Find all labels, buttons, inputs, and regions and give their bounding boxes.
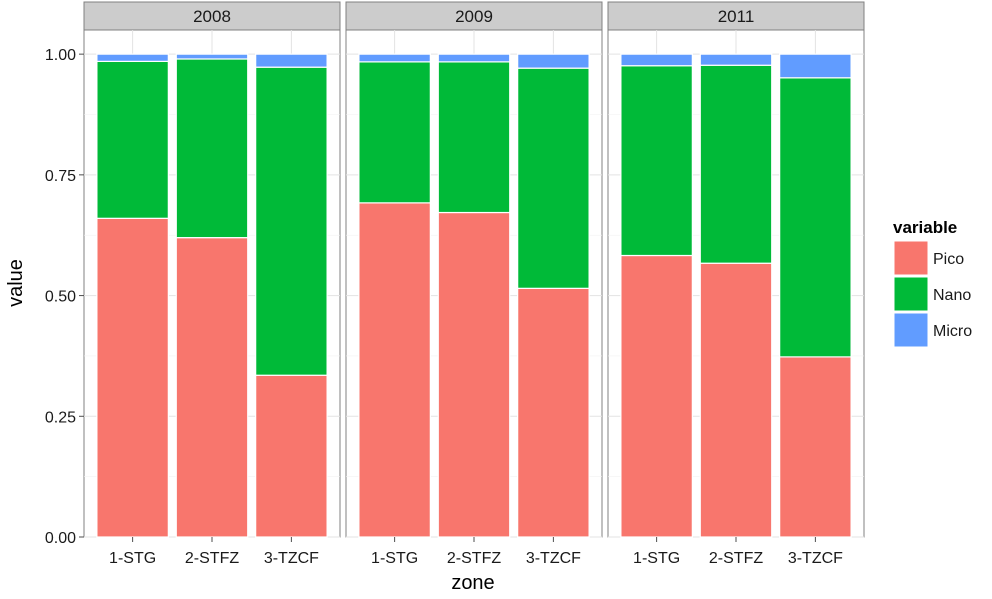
bars xyxy=(358,53,590,538)
bar-pico-3-TZCF xyxy=(255,374,328,538)
legend-label-micro: Micro xyxy=(933,323,972,340)
y-tick-label: 0.50 xyxy=(45,289,76,306)
legend-key-nano xyxy=(893,276,929,312)
legend-title: variable xyxy=(893,218,957,237)
facet-panel-2011: 2011 1-STG 2-STFZ 3-TZCF xyxy=(607,1,865,567)
bar-nano-1-STG xyxy=(96,60,169,219)
facet-strip xyxy=(607,1,865,31)
bar-nano-1-STG xyxy=(358,61,431,204)
bar-pico-1-STG xyxy=(96,217,169,538)
bars xyxy=(620,53,852,538)
y-tick-label: 0.75 xyxy=(45,168,76,185)
y-tick-label: 0.00 xyxy=(45,530,76,547)
x-tick-label: 3-TZCF xyxy=(526,550,581,567)
bar-micro-1-STG xyxy=(620,53,693,67)
bar-pico-3-TZCF xyxy=(779,356,852,538)
bar-pico-1-STG xyxy=(358,202,431,538)
y-axis-title: value xyxy=(5,259,27,307)
facet-strip xyxy=(83,1,341,31)
bar-micro-2-STFZ xyxy=(437,53,511,63)
legend-key-micro xyxy=(893,312,929,348)
y-axis: 0.00 0.25 0.50 0.75 1.00 xyxy=(45,47,84,547)
x-tick-label: 3-TZCF xyxy=(264,550,319,567)
facet-strip-label: 2008 xyxy=(193,7,231,26)
bar-pico-1-STG xyxy=(620,254,693,538)
legend-label-pico: Pico xyxy=(933,251,964,268)
facet-strip-label: 2011 xyxy=(718,7,755,26)
bar-micro-3-TZCF xyxy=(779,53,852,79)
x-tick-label: 2-STFZ xyxy=(709,550,763,567)
bar-pico-2-STFZ xyxy=(699,262,773,538)
x-tick-label: 1-STG xyxy=(633,550,680,567)
facet-strip-label: 2009 xyxy=(455,7,493,26)
bar-nano-2-STFZ xyxy=(699,64,773,264)
facet-panel-2008: 2008 1-STG 2-STFZ 3-TZCF xyxy=(83,1,341,567)
x-tick-label: 1-STG xyxy=(371,550,418,567)
bar-pico-2-STFZ xyxy=(437,211,511,538)
bar-micro-1-STG xyxy=(358,53,431,63)
bar-micro-3-TZCF xyxy=(517,53,590,69)
bar-nano-1-STG xyxy=(620,65,693,257)
legend: variable Pico Nano Micro xyxy=(892,218,972,349)
bar-nano-3-TZCF xyxy=(255,66,328,376)
x-tick-label: 2-STFZ xyxy=(447,550,501,567)
y-tick-label: 0.25 xyxy=(45,409,76,426)
bar-nano-3-TZCF xyxy=(779,77,852,358)
bar-pico-2-STFZ xyxy=(175,237,249,538)
x-tick-label: 1-STG xyxy=(109,550,156,567)
bars xyxy=(96,53,328,538)
bar-nano-2-STFZ xyxy=(175,58,249,239)
bar-pico-3-TZCF xyxy=(517,287,590,538)
x-tick-label: 2-STFZ xyxy=(185,550,239,567)
y-tick-label: 1.00 xyxy=(45,47,76,64)
bar-micro-2-STFZ xyxy=(699,53,773,66)
bar-micro-1-STG xyxy=(96,53,169,62)
legend-label-nano: Nano xyxy=(933,287,971,304)
bar-micro-2-STFZ xyxy=(175,53,249,60)
x-axis-title: zone xyxy=(451,572,494,594)
x-tick-label: 3-TZCF xyxy=(788,550,843,567)
bar-nano-2-STFZ xyxy=(437,61,511,214)
facet-strip xyxy=(345,1,603,31)
facet-panel-2009: 2009 1-STG 2-STFZ 3-TZCF xyxy=(345,1,603,567)
bar-nano-3-TZCF xyxy=(517,67,590,289)
facet-panels: 2008 1-STG 2-STFZ 3-TZCF 2009 1-STG 2-STFZ 3-TZ… xyxy=(83,1,865,567)
legend-key-pico xyxy=(893,240,929,276)
bar-micro-3-TZCF xyxy=(255,53,328,68)
